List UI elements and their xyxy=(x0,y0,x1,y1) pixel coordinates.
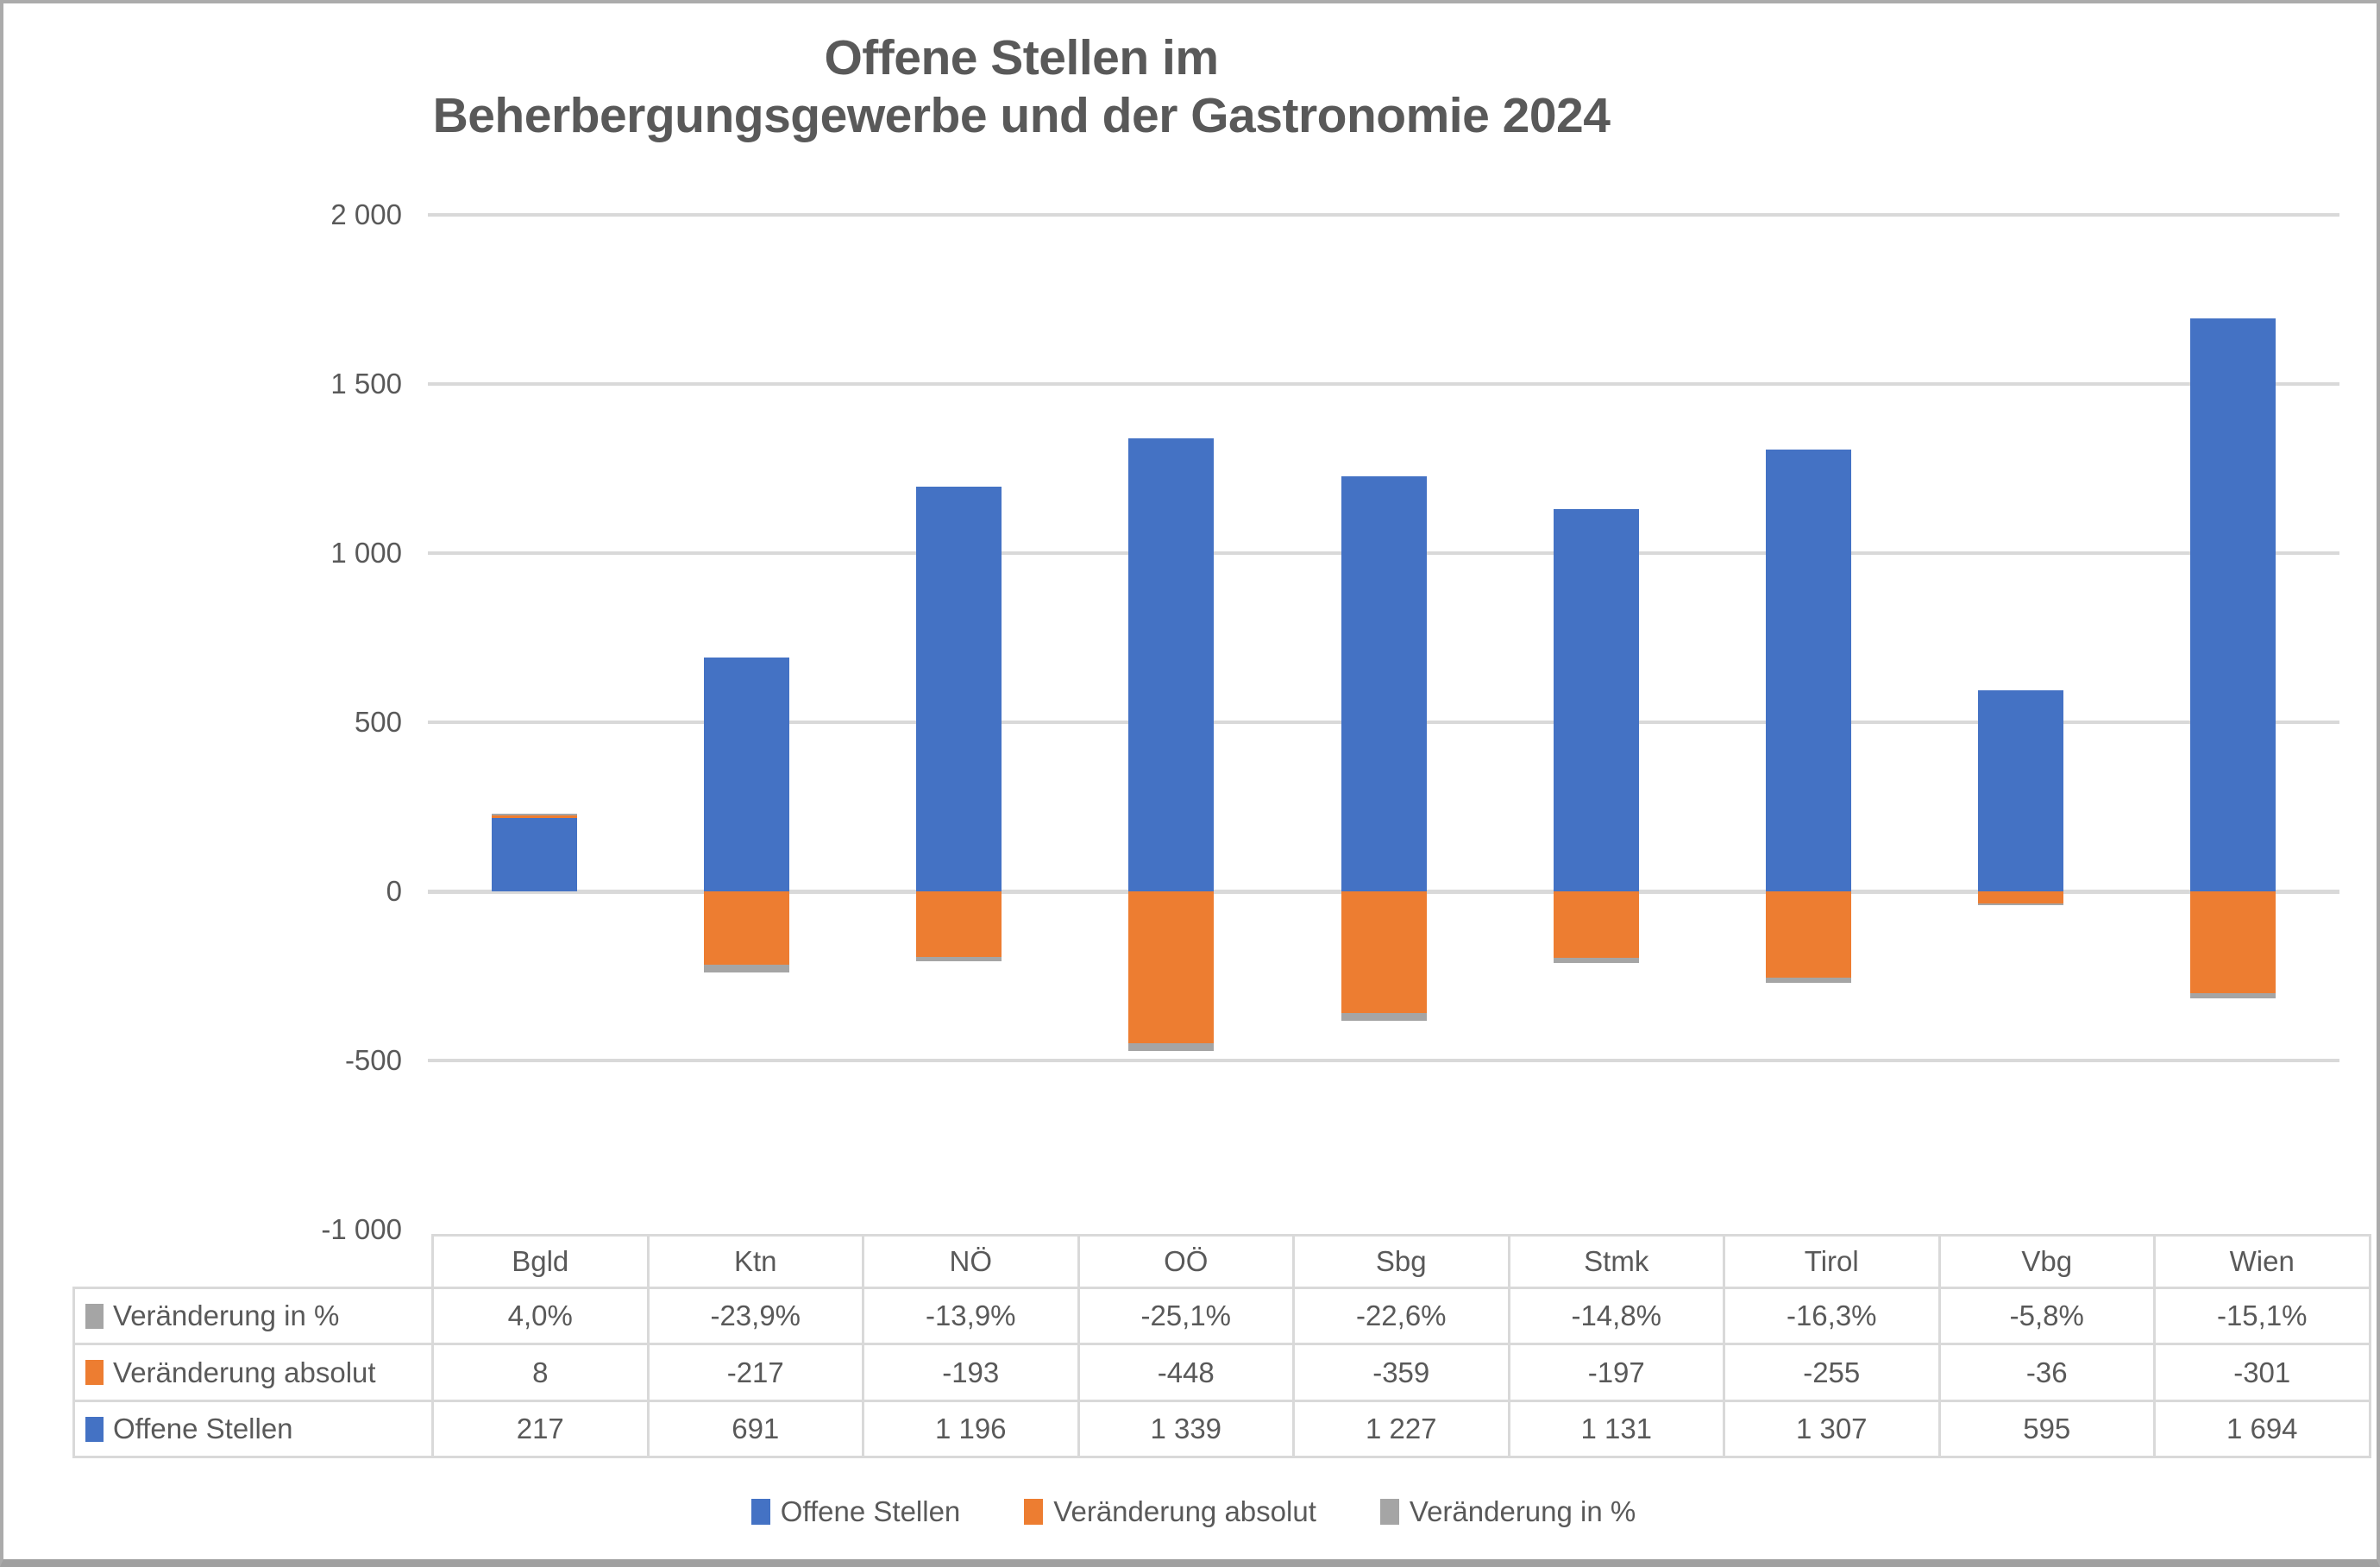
table-cell: -255 xyxy=(1725,1345,1941,1402)
bar-veraenderung-in-prozent-wien xyxy=(2190,992,2276,998)
table-cell: 1 227 xyxy=(1295,1402,1510,1458)
legend-swatch-icon-veraenderung-absolut xyxy=(1024,1499,1044,1525)
table-column-header-vbg: Vbg xyxy=(1940,1234,2156,1289)
bar-offene-stellen-bgld xyxy=(491,817,577,891)
bar-veraenderung-in-prozent-ktn xyxy=(703,965,789,973)
bar-veraenderung-absolut-wien xyxy=(2190,891,2276,993)
table-cell: -359 xyxy=(1295,1345,1510,1402)
table-cell: 1 339 xyxy=(1079,1402,1295,1458)
table-cell: 1 307 xyxy=(1725,1402,1941,1458)
data-table: Bgld Ktn NÖ OÖ Sbg Stmk Tirol Vbg Wien Veränderun… xyxy=(72,1234,2371,1458)
table-row-label-text: Offene Stellen xyxy=(113,1413,293,1444)
bar-veraenderung-absolut-tirol xyxy=(1765,891,1851,978)
table-cell: -22,6% xyxy=(1295,1289,1510,1345)
table-cell: -217 xyxy=(649,1345,864,1402)
table-row-label-offene-stellen: Offene Stellen xyxy=(72,1402,434,1458)
table-cell: -448 xyxy=(1079,1345,1295,1402)
table-cell: -5,8% xyxy=(1940,1289,2156,1345)
bar-veraenderung-absolut-sbg xyxy=(1341,891,1427,1013)
bar-offene-stellen-vbg xyxy=(1978,689,2064,891)
table-cell: -16,3% xyxy=(1725,1289,1941,1345)
table-cell: -15,1% xyxy=(2156,1289,2371,1345)
y-axis-tick-label: -1 000 xyxy=(321,1213,402,1245)
table-row-label-text: Veränderung in % xyxy=(113,1300,340,1331)
table-cell: -193 xyxy=(864,1345,1080,1402)
table-cell: 1 196 xyxy=(864,1402,1080,1458)
legend-swatch-icon-offene-stellen xyxy=(750,1499,770,1525)
table-column-header-tirol: Tirol xyxy=(1725,1234,1941,1289)
table-cell: -14,8% xyxy=(1510,1289,1725,1345)
bar-veraenderung-in-prozent-sbg xyxy=(1341,1012,1427,1021)
gridline xyxy=(428,382,2339,386)
bar-offene-stellen-wien xyxy=(2190,318,2276,891)
table-row-label-veraenderung-absolut: Veränderung absolut xyxy=(72,1345,434,1402)
bar-veraenderung-in-prozent-stmk xyxy=(1553,958,1639,964)
table-cell: 1 131 xyxy=(1510,1402,1725,1458)
legend-item-label: Veränderung in % xyxy=(1409,1495,1636,1527)
y-axis-tick-label: 500 xyxy=(354,706,402,738)
series-swatch-icon-offene-stellen xyxy=(85,1416,104,1442)
bar-offene-stellen-noe xyxy=(916,487,1002,891)
bar-offene-stellen-ooe xyxy=(1128,438,1215,891)
legend-item-veraenderung-absolut: Veränderung absolut xyxy=(1024,1495,1316,1528)
bar-veraenderung-absolut-ktn xyxy=(703,891,789,966)
bar-veraenderung-in-prozent-ooe xyxy=(1128,1042,1215,1052)
table-cell: 1 694 xyxy=(2156,1402,2371,1458)
y-axis-tick-label: 2 000 xyxy=(330,198,402,230)
legend-item-label: Veränderung absolut xyxy=(1053,1495,1316,1527)
bar-veraenderung-absolut-ooe xyxy=(1128,891,1215,1043)
chart-title-line2: Beherbergungsgewerbe und der Gastronomie… xyxy=(432,88,1611,143)
legend-swatch-icon-veraenderung-in-prozent xyxy=(1379,1499,1399,1525)
bar-veraenderung-in-prozent-vbg xyxy=(1978,903,2064,906)
legend-item-veraenderung-in-prozent: Veränderung in % xyxy=(1379,1495,1636,1528)
gridline xyxy=(428,1059,2339,1062)
table-column-header-ooe: OÖ xyxy=(1079,1234,1295,1289)
bar-veraenderung-absolut-stmk xyxy=(1553,891,1639,959)
bar-offene-stellen-sbg xyxy=(1341,476,1427,891)
table-cell: 4,0% xyxy=(434,1289,650,1345)
series-swatch-icon-veraenderung-in-prozent xyxy=(85,1303,104,1329)
table-cell: -301 xyxy=(2156,1345,2371,1402)
table-column-header-wien: Wien xyxy=(2156,1234,2371,1289)
bar-veraenderung-in-prozent-tirol xyxy=(1765,977,1851,984)
table-cell: 595 xyxy=(1940,1402,2156,1458)
chart-title-line1: Offene Stellen im xyxy=(824,30,1219,85)
chart-legend: Offene Stellen Veränderung absolut Verände… xyxy=(3,1493,2377,1531)
y-axis-tick-label: -500 xyxy=(344,1044,402,1076)
table-cell: -23,9% xyxy=(649,1289,864,1345)
bar-veraenderung-absolut-vbg xyxy=(1978,891,2064,904)
table-corner-cell xyxy=(72,1234,434,1289)
y-axis-tick-label: 0 xyxy=(386,875,402,907)
y-axis-tick-label: 1 500 xyxy=(330,368,402,400)
series-swatch-icon-veraenderung-absolut xyxy=(85,1360,104,1385)
table-column-header-sbg: Sbg xyxy=(1295,1234,1510,1289)
table-column-header-ktn: Ktn xyxy=(649,1234,864,1289)
table-cell: -25,1% xyxy=(1079,1289,1295,1345)
bar-veraenderung-absolut-bgld xyxy=(491,815,577,818)
table-cell: 217 xyxy=(434,1402,650,1458)
y-axis-tick-label: 1 000 xyxy=(330,537,402,569)
chart-title: Offene Stellen im Beherbergungsgewerbe u… xyxy=(3,29,2039,145)
bar-offene-stellen-stmk xyxy=(1553,508,1639,891)
table-cell: 8 xyxy=(434,1345,650,1402)
bar-veraenderung-in-prozent-bgld xyxy=(491,814,577,815)
legend-item-label: Offene Stellen xyxy=(780,1495,961,1527)
bar-offene-stellen-ktn xyxy=(703,658,789,891)
table-column-header-bgld: Bgld xyxy=(434,1234,650,1289)
bar-veraenderung-in-prozent-noe xyxy=(916,956,1002,962)
table-column-header-noe: NÖ xyxy=(864,1234,1080,1289)
table-cell: -197 xyxy=(1510,1345,1725,1402)
bar-veraenderung-absolut-noe xyxy=(916,891,1002,957)
table-cell: -13,9% xyxy=(864,1289,1080,1345)
table-cell: 691 xyxy=(649,1402,864,1458)
bar-offene-stellen-tirol xyxy=(1765,449,1851,891)
table-row-label-text: Veränderung absolut xyxy=(113,1356,376,1388)
legend-item-offene-stellen: Offene Stellen xyxy=(750,1495,961,1528)
table-row-label-veraenderung-in-prozent: Veränderung in % xyxy=(72,1289,434,1345)
gridline xyxy=(428,213,2339,217)
table-cell: -36 xyxy=(1940,1345,2156,1402)
table-column-header-stmk: Stmk xyxy=(1510,1234,1725,1289)
